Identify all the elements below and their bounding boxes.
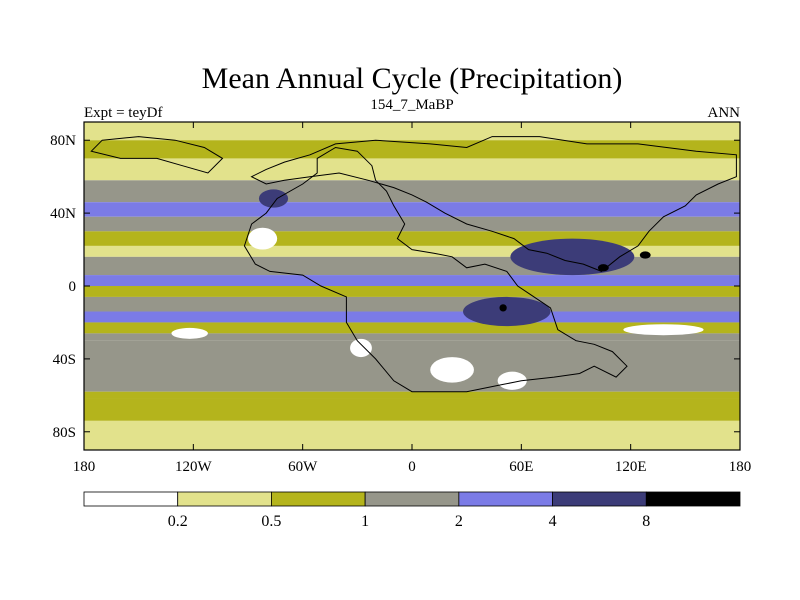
colorbar-box-1	[177, 491, 272, 507]
colorbar-box-2	[271, 491, 366, 507]
precip-region-core-1	[597, 264, 609, 272]
y-tick-label-2: 0	[69, 279, 77, 295]
precip-band-17	[84, 398, 740, 421]
x-tick-label-3: 0	[408, 459, 416, 475]
y-tick-label-3: 40S	[53, 352, 76, 368]
precip-band-9	[84, 275, 740, 286]
continent-outline-2	[90, 136, 224, 174]
precip-region-africa-dry	[248, 227, 278, 250]
precip-region-east-pacific-dry	[171, 327, 208, 339]
precip-band-15	[84, 340, 740, 392]
precip-region-southern-dry-2	[430, 357, 474, 383]
precip-region-indian-ocean-max	[463, 296, 551, 327]
continent-outline-1	[250, 136, 737, 272]
precip-band-11	[84, 296, 740, 312]
x-tick-label-0: 180	[73, 459, 96, 475]
precip-band-0	[84, 122, 740, 141]
precip-band-2	[84, 158, 740, 181]
colorbar-label-4: 4	[549, 513, 557, 530]
precip-region-pacific-dry-tongue	[623, 324, 704, 336]
colorbar-box-5	[552, 491, 647, 507]
period-label: 154_7_MaBP	[370, 97, 453, 113]
colorbar-box-3	[364, 491, 460, 507]
precip-band-4	[84, 202, 740, 217]
continent-outline-0	[243, 146, 628, 393]
x-tick-label-2: 60W	[288, 459, 318, 475]
colorbar: 0.2 0.5 1 2 4 8	[83, 491, 741, 530]
precipitation-field	[84, 122, 740, 450]
y-axis: 80N 40N 0 40S 80S	[50, 133, 740, 441]
experiment-label: Expt = teyDf	[84, 105, 162, 121]
colorbar-label-5: 8	[642, 513, 650, 530]
colorbar-label-3: 2	[455, 513, 463, 530]
precip-band-14	[84, 333, 740, 341]
precip-band-6	[84, 231, 740, 246]
precip-band-8	[84, 256, 740, 276]
y-tick-label-4: 80S	[53, 425, 76, 441]
x-tick-label-6: 180	[729, 459, 752, 475]
y-tick-label-1: 40N	[50, 206, 76, 222]
colorbar-label-0: 0.2	[168, 513, 188, 530]
colorbar-label-1: 0.5	[261, 513, 281, 530]
precip-region-tropical-asia-max	[510, 238, 635, 276]
x-tick-label-1: 120W	[175, 459, 213, 475]
colorbar-box-4	[458, 491, 553, 507]
precip-region-southern-dry-1	[350, 338, 372, 358]
precip-band-1	[84, 140, 740, 159]
colorbar-box-0	[83, 491, 179, 507]
continent-outlines	[90, 136, 737, 393]
x-axis: 180 120W 60W 0 60E 120E 180	[73, 122, 752, 475]
precip-band-5	[84, 216, 740, 232]
x-tick-label-5: 120E	[615, 459, 647, 475]
precip-band-3	[84, 180, 740, 203]
precip-region-core-3	[499, 304, 507, 312]
colorbar-label-2: 1	[361, 513, 369, 530]
precip-band-7	[84, 245, 740, 257]
chart-title: Mean Annual Cycle (Precipitation)	[202, 62, 623, 95]
precip-band-13	[84, 322, 740, 334]
precip-band-12	[84, 311, 740, 323]
precip-region-core-2	[639, 251, 651, 259]
y-tick-label-0: 80N	[50, 133, 76, 149]
precip-region-north-atlantic-max	[258, 189, 289, 208]
season-label: ANN	[708, 105, 741, 121]
precip-region-southern-dry-3	[497, 371, 527, 390]
colorbar-box-6	[645, 491, 741, 507]
precip-band-10	[84, 286, 740, 297]
x-tick-label-4: 60E	[509, 459, 533, 475]
precip-band-16	[84, 391, 740, 399]
